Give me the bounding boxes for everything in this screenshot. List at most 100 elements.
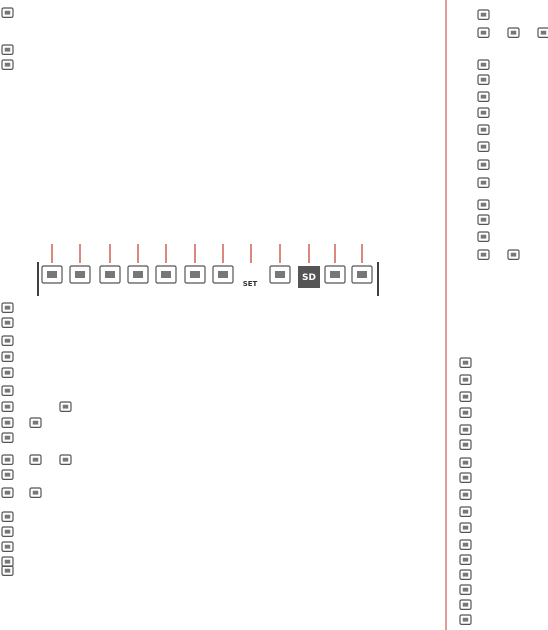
icon-body (41, 265, 63, 284)
icon-body (459, 407, 472, 418)
icon (69, 265, 91, 284)
icon-body (1, 526, 14, 537)
icon (459, 489, 472, 500)
icon (1, 511, 14, 522)
icon (269, 265, 291, 284)
icon (1, 59, 14, 70)
icon-body (1, 44, 14, 55)
icon-detail (462, 360, 469, 365)
icon (1, 526, 14, 537)
icon-body (507, 27, 520, 38)
icon-body (1, 565, 14, 576)
icon-body (324, 265, 346, 284)
icon-detail (462, 572, 469, 577)
icon (477, 59, 490, 70)
icon (477, 249, 490, 260)
icon-body (537, 27, 548, 38)
icon-detail (510, 252, 517, 257)
icon-detail (462, 492, 469, 497)
icon (459, 472, 472, 483)
icon (459, 374, 472, 385)
icon (459, 599, 472, 610)
icon-detail (32, 490, 39, 495)
icon (1, 417, 14, 428)
icon-body (459, 554, 472, 565)
icon-body (477, 27, 490, 38)
icon-detail (480, 77, 487, 82)
icon (477, 74, 490, 85)
icon (477, 231, 490, 242)
icon-body (184, 265, 206, 284)
icon-detail (133, 271, 143, 278)
icon-detail (480, 110, 487, 115)
icon-body (459, 357, 472, 368)
set-icon-bg (240, 266, 260, 288)
icon (1, 556, 14, 567)
icon-detail (4, 62, 11, 67)
icon-detail (4, 435, 11, 440)
icon (459, 614, 472, 625)
icon (507, 249, 520, 260)
icon-detail (462, 394, 469, 399)
icon-detail (480, 180, 487, 185)
icon-detail (480, 94, 487, 99)
icon-detail (4, 472, 11, 477)
icon (459, 584, 472, 595)
icon (1, 432, 14, 443)
icon-detail (462, 475, 469, 480)
icon-detail (462, 410, 469, 415)
icon (459, 554, 472, 565)
icon (459, 407, 472, 418)
icon (1, 385, 14, 396)
icon (477, 177, 490, 188)
icon (1, 487, 14, 498)
icon-detail (4, 388, 11, 393)
icon-strip: SET SD (240, 266, 320, 288)
icon-body (477, 141, 490, 152)
icon-body (459, 439, 472, 450)
icon-detail (4, 370, 11, 375)
icon (1, 7, 14, 18)
icon (29, 417, 42, 428)
icon-detail (275, 271, 285, 278)
icon (459, 439, 472, 450)
icon (459, 539, 472, 550)
icon-body (477, 91, 490, 102)
icon-body (1, 469, 14, 480)
icon (1, 302, 14, 313)
icon-detail (480, 62, 487, 67)
icon-body (459, 424, 472, 435)
icon (459, 506, 472, 517)
sd-icon (298, 266, 320, 288)
set-icon-text: SET (243, 280, 258, 288)
icon-body (459, 522, 472, 533)
icon (477, 91, 490, 102)
icon-detail (4, 457, 11, 462)
icon-detail (218, 271, 228, 278)
icon-detail (4, 47, 11, 52)
icon-detail (357, 271, 367, 278)
icon (29, 454, 42, 465)
icon-detail (75, 271, 85, 278)
icon (324, 265, 346, 284)
icon-body (1, 59, 14, 70)
icon (1, 401, 14, 412)
icon-body (1, 417, 14, 428)
icon (477, 159, 490, 170)
icon (537, 27, 548, 38)
icon-body (477, 59, 490, 70)
icon-detail (540, 30, 547, 35)
icon-detail (480, 127, 487, 132)
icon (507, 27, 520, 38)
icon-body (29, 487, 42, 498)
icon-detail (462, 460, 469, 465)
icon-body (1, 401, 14, 412)
icon-body (59, 454, 72, 465)
icon (1, 335, 14, 346)
icon-body (477, 199, 490, 210)
icon-body (459, 457, 472, 468)
icon-body (1, 351, 14, 362)
icon-detail (480, 12, 487, 17)
icon-body (1, 302, 14, 313)
icon-detail (462, 442, 469, 447)
